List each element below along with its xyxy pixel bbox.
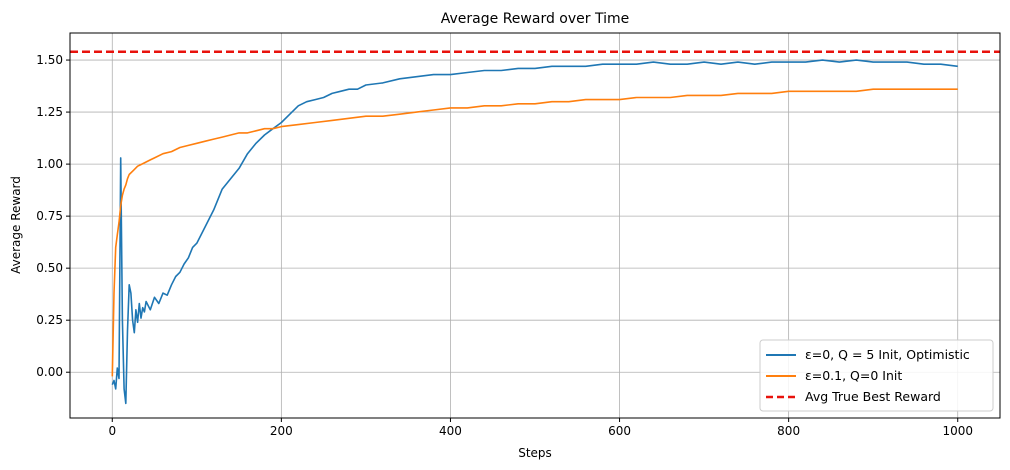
x-axis-label: Steps (518, 446, 552, 460)
series-line-2 (111, 88, 958, 377)
legend-label-series-2: ε=0.1, Q=0 Init (805, 368, 902, 383)
series-line-1 (111, 59, 958, 405)
legend: ε=0, Q = 5 Init, Optimistic ε=0.1, Q=0 I… (759, 339, 994, 412)
y-tick-label: 0.50 (36, 261, 63, 275)
y-tick-label: 1.50 (36, 53, 63, 67)
x-tick-label: 0 (108, 424, 116, 438)
y-tick-label: 1.25 (36, 105, 63, 119)
y-tick-label: 0.75 (36, 209, 63, 223)
grid (70, 33, 1000, 418)
x-tick-label: 800 (777, 424, 800, 438)
y-tick-label: 0.00 (36, 365, 63, 379)
plot-frame (69, 32, 1001, 419)
plot-area (70, 50, 1000, 405)
x-tick-label: 1000 (942, 424, 973, 438)
x-tick-label: 200 (270, 424, 293, 438)
legend-label-reference: Avg True Best Reward (805, 389, 941, 404)
chart-title: Average Reward over Time (441, 11, 629, 27)
legend-box (759, 339, 994, 412)
y-tick-label: 1.00 (36, 157, 63, 171)
y-tick-label: 0.25 (36, 313, 63, 327)
y-axis-label: Average Reward (9, 176, 23, 274)
legend-label-series-1: ε=0, Q = 5 Init, Optimistic (805, 347, 970, 362)
x-axis: 0 200 400 600 800 1000 (108, 418, 973, 438)
x-tick-label: 600 (608, 424, 631, 438)
x-tick-label: 400 (439, 424, 462, 438)
y-axis: 0.00 0.25 0.50 0.75 1.00 1.25 1.50 (36, 53, 70, 379)
